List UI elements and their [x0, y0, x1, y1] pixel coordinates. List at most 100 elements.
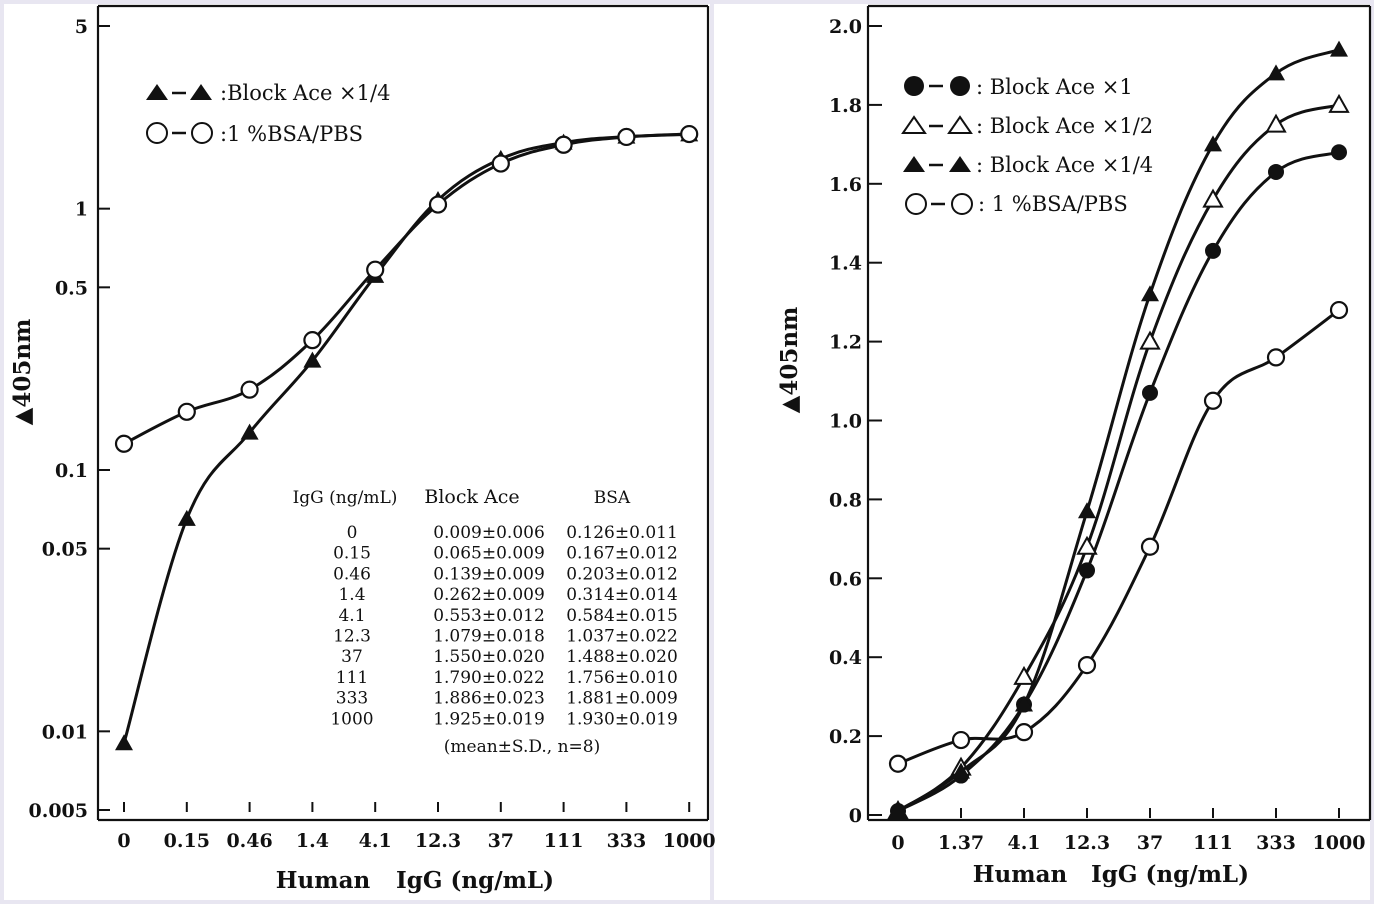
- left-y-tick-label: 5: [75, 16, 88, 38]
- right-series-2-point: [1015, 695, 1033, 712]
- left-x-tick-label: 0: [117, 830, 130, 852]
- legend-label-bsa-right: : 1 %BSA/PBS: [978, 192, 1128, 216]
- table-cell-igg: 333: [336, 689, 368, 709]
- table-cell-block-ace: 1.550±0.020: [433, 647, 545, 667]
- left-series-0-point: [303, 351, 322, 368]
- right-y-tick-label: 2.0: [829, 16, 862, 38]
- left-x-tick-label: 111: [544, 830, 584, 852]
- left-y-axis-label: ▲405nm: [9, 319, 36, 426]
- table-cell-bsa: 0.314±0.014: [566, 585, 678, 605]
- right-chart: 0 0.2 0.4 0.6 0.8 1.0 1.2 1.4 1.6 1.8 2.0 0 1.37 4.1…: [776, 4, 1372, 888]
- table-cell-bsa: 1.037±0.022: [566, 627, 678, 647]
- legend-label-block-ace-1-2: : Block Ace ×1/2: [976, 114, 1153, 138]
- right-y-tick-label: 1.2: [829, 332, 862, 354]
- legend-triangle-open-icon: [947, 115, 973, 134]
- right-series-1-point: [1139, 330, 1161, 350]
- left-series-0-point: [115, 734, 133, 751]
- data-table: IgG (ng/mL) Block Ace BSA 0 0.009±0.006 0.…: [293, 486, 678, 757]
- right-x-tick-label: 0: [891, 832, 904, 854]
- table-cell-bsa: 0.203±0.012: [566, 564, 678, 584]
- right-y-tick-label: 1.6: [829, 174, 862, 196]
- left-series-0-point: [240, 423, 259, 440]
- table-cell-block-ace: 0.262±0.009: [433, 585, 545, 605]
- right-series-line-3: [897, 308, 1340, 766]
- right-series-3-point: [1266, 348, 1286, 367]
- right-y-tick-label: 0.6: [829, 568, 862, 590]
- right-x-axis-name: Human: [973, 861, 1068, 888]
- right-series-0-point: [1268, 163, 1284, 180]
- right-series-2-point: [1078, 502, 1096, 519]
- table-cell-igg: 1000: [330, 709, 373, 729]
- left-x-ticks: 0 0.15 0.46 1.4 4.1 12.3 37 111 333 1000: [117, 802, 716, 852]
- left-series-1-point: [554, 135, 573, 154]
- table-cell-igg: 111: [336, 668, 368, 688]
- table-cell-block-ace: 1.790±0.022: [433, 668, 545, 688]
- right-series-3-point: [951, 730, 971, 750]
- legend-circle-open-icon: [191, 122, 213, 144]
- right-series-0-point: [1142, 384, 1158, 401]
- table-cell-igg: 0.46: [333, 564, 371, 584]
- table-cell-block-ace: 0.139±0.009: [433, 564, 545, 584]
- left-legend: :Block Ace ×1/4 :1 %BSA/PBS: [146, 81, 390, 146]
- right-series-2-point: [1141, 285, 1159, 302]
- right-y-tick-label: 0.2: [829, 726, 862, 748]
- right-series-2-point: [889, 802, 907, 819]
- table-cell-block-ace: 0.065±0.009: [433, 544, 545, 564]
- table-cell-block-ace: 0.009±0.006: [433, 523, 545, 543]
- right-y-tick-label: 0.4: [829, 647, 862, 669]
- right-x-tick-label: 37: [1137, 832, 1163, 854]
- table-cell-igg: 0: [347, 523, 358, 543]
- legend-circle-open-icon: [146, 122, 168, 144]
- legend-label-block-ace-1-4: :Block Ace ×1/4: [220, 81, 390, 105]
- legend-triangle-filled-icon: [949, 156, 971, 172]
- right-series-1-point: [1013, 665, 1035, 685]
- legend-circle-open-icon: [951, 193, 973, 215]
- legend-label-block-ace-1: : Block Ace ×1: [976, 75, 1133, 99]
- right-panel-background: [714, 4, 1370, 900]
- right-x-tick-label: 12.3: [1064, 832, 1110, 854]
- right-x-ticks: 0 1.37 4.1 12.3 37 111 333 1000: [891, 808, 1365, 854]
- right-series-1-point: [1328, 93, 1350, 113]
- right-x-tick-label: 111: [1193, 832, 1233, 854]
- left-x-tick-label: 1000: [663, 830, 716, 852]
- left-x-tick-label: 37: [488, 830, 514, 852]
- right-x-tick-label: 333: [1256, 832, 1296, 854]
- right-series-3-point: [1203, 391, 1223, 410]
- right-series-3-point: [1329, 300, 1349, 320]
- left-series-1-point: [366, 260, 385, 279]
- table-cell-igg: 4.1: [338, 606, 365, 626]
- right-series-1-point: [1202, 188, 1224, 208]
- left-chart: 510.50.10.050.010.005 0 0.15 0.46 1.4 4.1 12.…: [9, 4, 716, 894]
- table-cell-igg: 1.4: [338, 585, 365, 605]
- left-x-axis-name: Human: [276, 867, 371, 894]
- left-x-tick-label: 4.1: [359, 830, 392, 852]
- left-x-tick-label: 333: [607, 830, 647, 852]
- table-cell-bsa: 1.881±0.009: [566, 689, 678, 709]
- right-y-tick-label: 0.8: [829, 489, 862, 511]
- left-series-0-point: [177, 509, 196, 526]
- right-x-axis-unit: IgG (ng/mL): [1091, 861, 1249, 888]
- left-y-tick-label: 0.5: [55, 277, 88, 299]
- right-y-tick-label: 0: [849, 805, 862, 827]
- table-cell-block-ace: 1.925±0.019: [433, 709, 545, 729]
- table-cell-bsa: 0.584±0.015: [566, 606, 678, 626]
- table-cell-bsa: 1.488±0.020: [566, 647, 678, 667]
- right-series-1-point: [1265, 113, 1287, 133]
- legend-triangle-open-icon: [901, 115, 927, 134]
- legend-circle-filled-icon: [950, 76, 970, 96]
- legend-triangle-filled-icon: [903, 156, 925, 172]
- left-y-tick-label: 0.005: [29, 800, 89, 822]
- legend-circle-open-icon: [905, 193, 927, 215]
- table-cell-igg: 37: [341, 647, 363, 667]
- right-series-2-point: [952, 762, 970, 779]
- legend-triangle-filled-icon: [146, 84, 168, 100]
- left-x-tick-label: 12.3: [415, 830, 461, 852]
- left-y-tick-label: 0.05: [42, 539, 88, 561]
- right-y-tick-label: 1.8: [829, 95, 862, 117]
- right-y-axis-label: ▲405nm: [776, 307, 803, 414]
- table-header-bsa: BSA: [594, 488, 631, 508]
- left-y-ticks: 5 1 0.5 0.1 0.05 0.01 0.005: [29, 16, 110, 822]
- left-x-tick-label: 1.4: [296, 830, 329, 852]
